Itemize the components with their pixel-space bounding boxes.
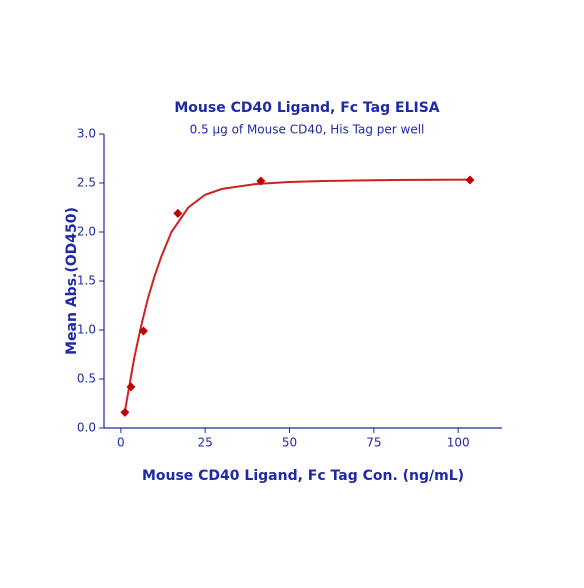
x-tick-label: 75 [366,436,381,450]
data-point [126,382,136,392]
x-tick-label: 50 [282,436,297,450]
x-tick-label: 100 [447,436,470,450]
data-point [120,407,130,417]
x-axis-label: Mouse CD40 Ligand, Fc Tag Con. (ng/mL) [142,468,464,484]
data-point [256,176,266,186]
y-axis-label: Mean Abs.(OD450) [64,207,80,355]
y-tick-label: 0.5 [77,372,96,386]
y-tick-label: 2.5 [77,176,96,190]
y-tick-label: 0.0 [77,421,96,435]
chart-title: Mouse CD40 Ligand, Fc Tag ELISA [174,100,439,116]
y-tick-label: 1.5 [77,274,96,288]
x-tick-label: 25 [198,436,213,450]
fit-curve [123,178,470,416]
data-point [138,326,148,336]
y-tick-label: 1.0 [77,323,96,337]
data-point [173,208,183,218]
y-tick-label: 2.0 [77,225,96,239]
x-tick-label: 0 [117,436,125,450]
y-tick-label: 3.0 [77,127,96,141]
chart-subtitle: 0.5 µg of Mouse CD40, His Tag per well [190,123,425,137]
data-point [465,175,475,185]
